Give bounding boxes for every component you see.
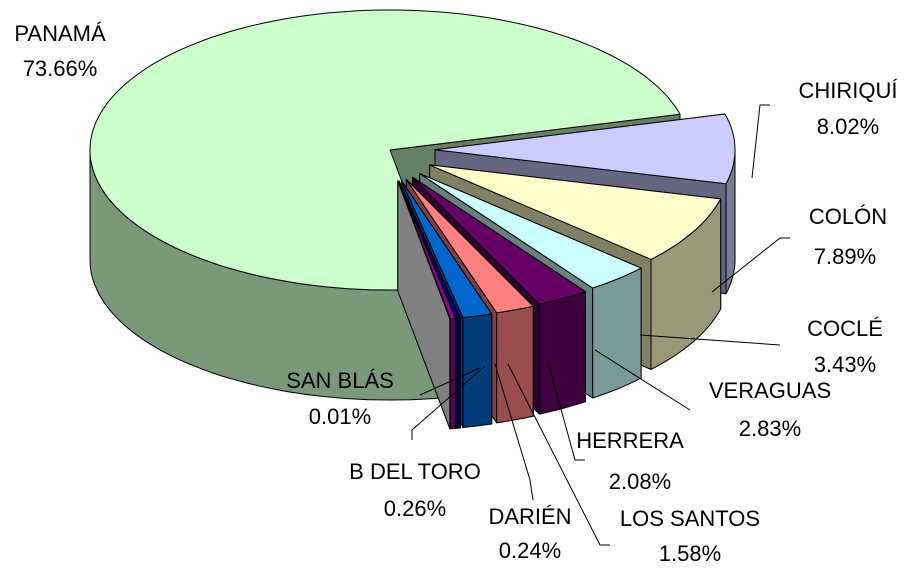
- leader-line: [711, 237, 790, 293]
- slice-top: [400, 180, 493, 318]
- slice-top: [434, 113, 736, 185]
- slice-label: LOS SANTOS: [620, 506, 760, 531]
- value-label: 7.89%: [814, 244, 876, 269]
- leader-line: [639, 334, 781, 346]
- slice-wall: [450, 317, 456, 430]
- slice-label: PANAMÁ: [14, 21, 106, 46]
- value-label: 73.66%: [23, 56, 98, 81]
- slice-label: DARIÉN: [488, 504, 571, 529]
- leader-line: [507, 363, 610, 546]
- value-label: 0.24%: [499, 538, 561, 563]
- slice-label: CHIRIQUÍ: [799, 78, 899, 103]
- leader-line: [494, 363, 534, 501]
- value-label: 2.08%: [609, 469, 671, 494]
- slice-wall: [538, 291, 586, 415]
- slice-top: [397, 180, 451, 320]
- slice-label: B DEL TORO: [349, 459, 481, 484]
- value-label: 3.43%: [814, 352, 876, 377]
- slice-top: [89, 9, 681, 291]
- slice-label: SAN BLÁS: [286, 368, 394, 393]
- slice-top: [429, 164, 722, 260]
- slice-top: [412, 176, 586, 305]
- slice-top: [405, 178, 534, 314]
- slice-wall: [592, 267, 642, 399]
- slice: [397, 180, 451, 430]
- slice-label: COCLÉ: [807, 316, 883, 341]
- slice-label: COLÓN: [809, 204, 887, 229]
- slice-wall: [496, 305, 534, 424]
- value-label: 0.26%: [384, 496, 446, 521]
- value-label: 2.83%: [739, 416, 801, 441]
- value-label: 8.02%: [817, 114, 879, 139]
- leader-line: [411, 365, 486, 440]
- leader-line: [751, 104, 770, 179]
- slice-wall: [462, 313, 493, 428]
- leader-line: [547, 361, 585, 461]
- leader-line: [594, 349, 691, 411]
- slice-wall: [455, 317, 461, 429]
- slice-label: VERAGUAS: [709, 378, 831, 403]
- leader-line: [419, 367, 481, 396]
- slice-top: [419, 173, 642, 289]
- slice-top: [398, 180, 461, 319]
- value-label: 1.58%: [659, 541, 721, 566]
- slice-label: HERRERA: [576, 428, 684, 453]
- value-label: 0.01%: [309, 404, 371, 429]
